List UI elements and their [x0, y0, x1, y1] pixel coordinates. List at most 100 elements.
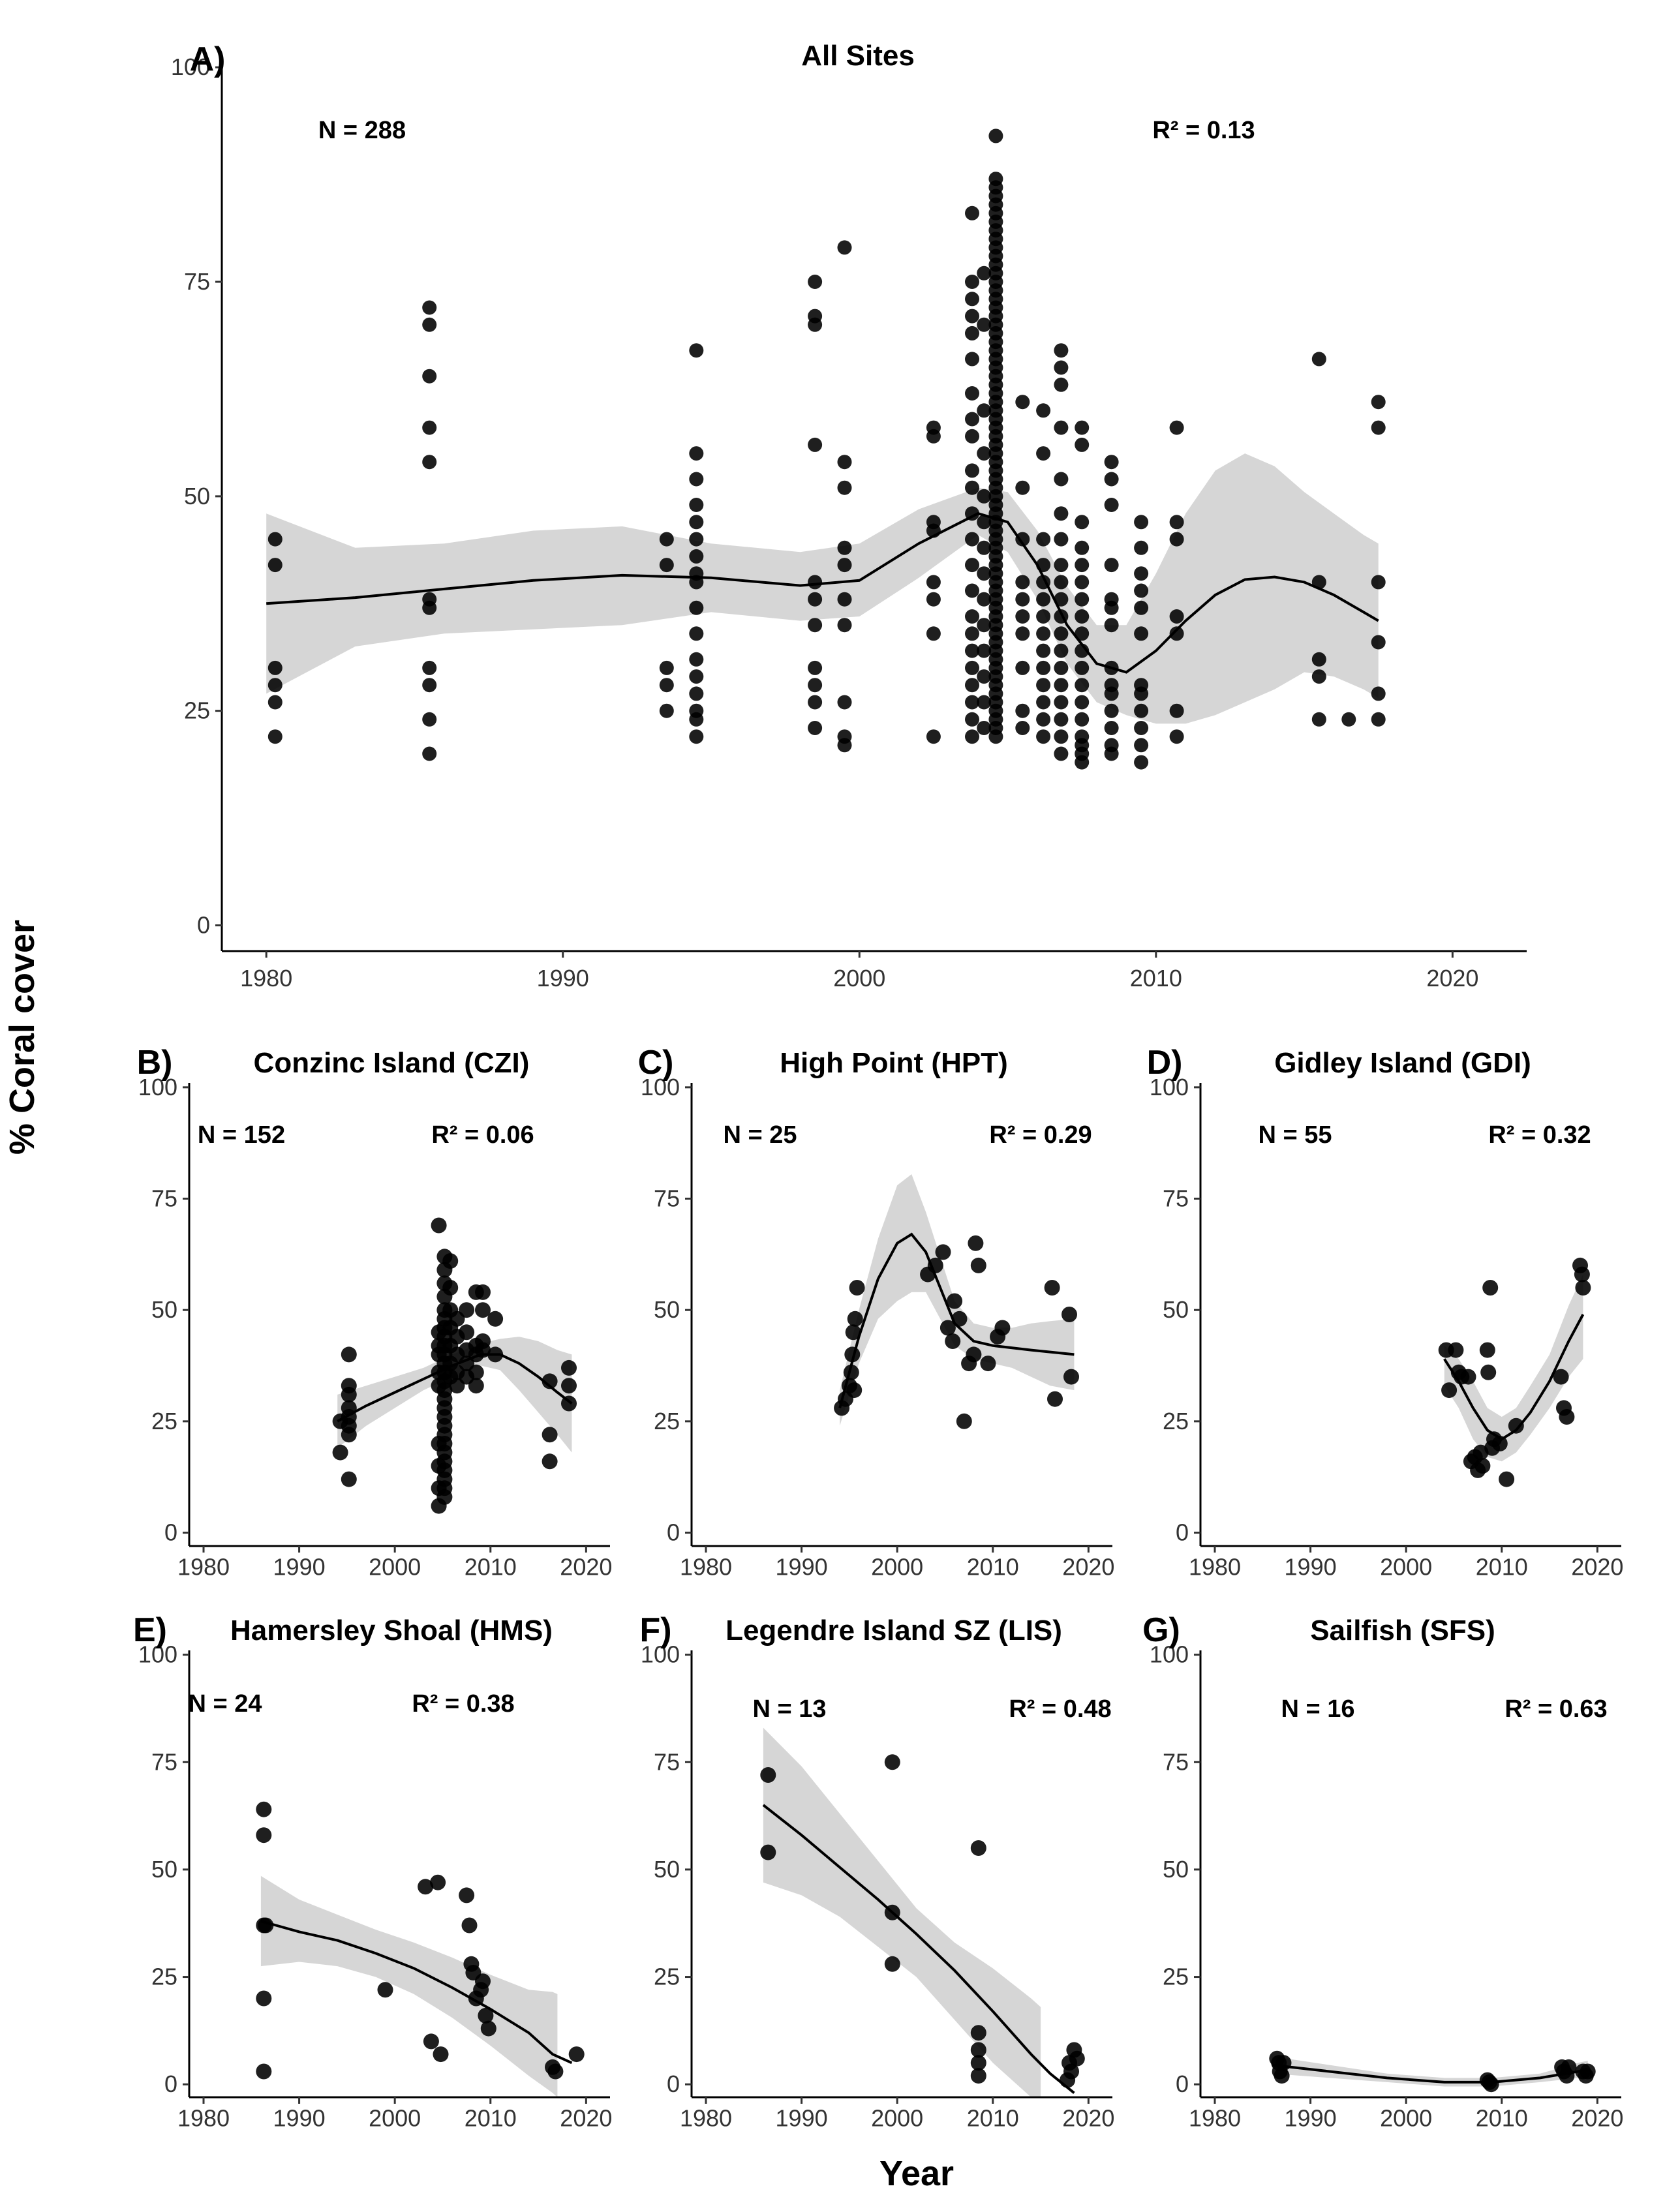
data-point — [1134, 626, 1149, 641]
panel-label: E) — [133, 1611, 167, 1649]
data-point — [1134, 703, 1149, 718]
data-point — [1054, 377, 1069, 392]
data-point — [1104, 455, 1119, 470]
data-point — [1075, 678, 1090, 693]
data-point — [926, 429, 941, 444]
y-tick-label: 75 — [151, 1748, 177, 1775]
data-point — [1134, 721, 1149, 735]
data-point — [689, 498, 704, 512]
x-tick-label: 2010 — [967, 1553, 1019, 1580]
data-point — [1104, 703, 1119, 718]
data-point — [965, 275, 979, 289]
data-point — [422, 369, 437, 384]
x-axis-label: Year — [879, 2154, 954, 2193]
data-point — [970, 2025, 986, 2041]
fit-line — [266, 512, 1379, 674]
y-tick-label: 25 — [184, 697, 210, 724]
y-tick-label: 50 — [184, 483, 210, 509]
data-point — [1075, 755, 1090, 770]
data-point — [1075, 660, 1090, 675]
y-tick-label: 0 — [1176, 1519, 1189, 1546]
data-point — [1169, 609, 1184, 624]
data-point — [689, 686, 704, 701]
data-point — [965, 660, 979, 675]
data-point — [977, 695, 992, 710]
data-point — [1054, 575, 1069, 590]
x-tick-label: 2000 — [1380, 1553, 1432, 1580]
data-point — [977, 540, 992, 555]
n-annotation: N = 55 — [1258, 1121, 1332, 1149]
data-point — [884, 1754, 900, 1770]
data-point — [1169, 626, 1184, 641]
r2-annotation: R² = 0.06 — [431, 1121, 534, 1149]
data-point — [689, 652, 704, 667]
data-point — [1036, 660, 1051, 675]
fit-line — [337, 1353, 573, 1423]
data-point — [965, 480, 979, 495]
data-point — [561, 1378, 577, 1394]
data-point — [267, 532, 283, 547]
data-point — [1104, 746, 1119, 761]
data-point — [1036, 678, 1051, 693]
y-tick-label: 25 — [654, 1964, 680, 1990]
data-point — [1134, 755, 1149, 770]
data-point — [689, 446, 704, 461]
data-point — [1061, 1307, 1077, 1322]
data-point — [1104, 686, 1119, 701]
data-point — [487, 1311, 504, 1327]
panel-title: All Sites — [801, 40, 915, 72]
y-tick-label: 100 — [138, 1074, 177, 1100]
data-point — [1054, 712, 1069, 727]
data-point — [837, 480, 852, 495]
data-point — [1075, 515, 1090, 530]
x-tick-label: 1990 — [273, 2104, 326, 2131]
data-point — [1044, 1280, 1060, 1296]
data-point — [1036, 729, 1051, 744]
data-point — [1036, 609, 1051, 624]
data-point — [659, 532, 674, 547]
data-point — [808, 575, 823, 590]
data-point — [1075, 592, 1090, 607]
data-point — [1483, 2076, 1499, 2093]
data-point — [1054, 506, 1069, 521]
data-point — [808, 437, 823, 452]
data-point — [1036, 712, 1051, 727]
data-point — [1015, 592, 1030, 607]
x-tick-label: 1990 — [776, 1553, 828, 1580]
data-point — [1036, 403, 1051, 418]
data-point — [1075, 420, 1090, 435]
x-tick-label: 1990 — [776, 2104, 828, 2131]
data-point — [926, 729, 941, 744]
data-point — [659, 678, 674, 693]
x-tick-label: 2020 — [1571, 1553, 1623, 1580]
data-point — [341, 1346, 357, 1363]
data-point — [1104, 618, 1119, 633]
data-point — [422, 455, 437, 470]
data-point — [837, 455, 852, 470]
data-point — [422, 660, 437, 675]
data-point — [1054, 678, 1069, 693]
data-point — [1054, 558, 1069, 573]
n-annotation: N = 16 — [1281, 1695, 1354, 1723]
data-point — [970, 2055, 986, 2071]
y-tick-label: 0 — [164, 1519, 177, 1546]
data-point — [1104, 721, 1119, 735]
y-tick-label: 0 — [1176, 2070, 1189, 2097]
data-point — [568, 2046, 585, 2063]
x-tick-label: 2020 — [1571, 2104, 1623, 2131]
data-point — [689, 549, 704, 564]
data-point — [808, 618, 823, 633]
n-annotation: N = 288 — [318, 117, 406, 144]
data-point — [258, 1917, 274, 1934]
data-point — [837, 240, 852, 255]
panel-A: 0 25 50 75 100 1980 1990 2000 2010 2020 A) All Site… — [171, 40, 1527, 992]
data-point — [760, 1767, 776, 1783]
r2-annotation: R² = 0.32 — [1488, 1121, 1591, 1149]
data-point — [965, 712, 979, 727]
data-point — [1054, 360, 1069, 375]
data-point — [1069, 2050, 1085, 2067]
confidence-band — [763, 1727, 1041, 2097]
data-point — [1015, 395, 1030, 410]
x-tick-label: 1980 — [177, 1553, 230, 1580]
